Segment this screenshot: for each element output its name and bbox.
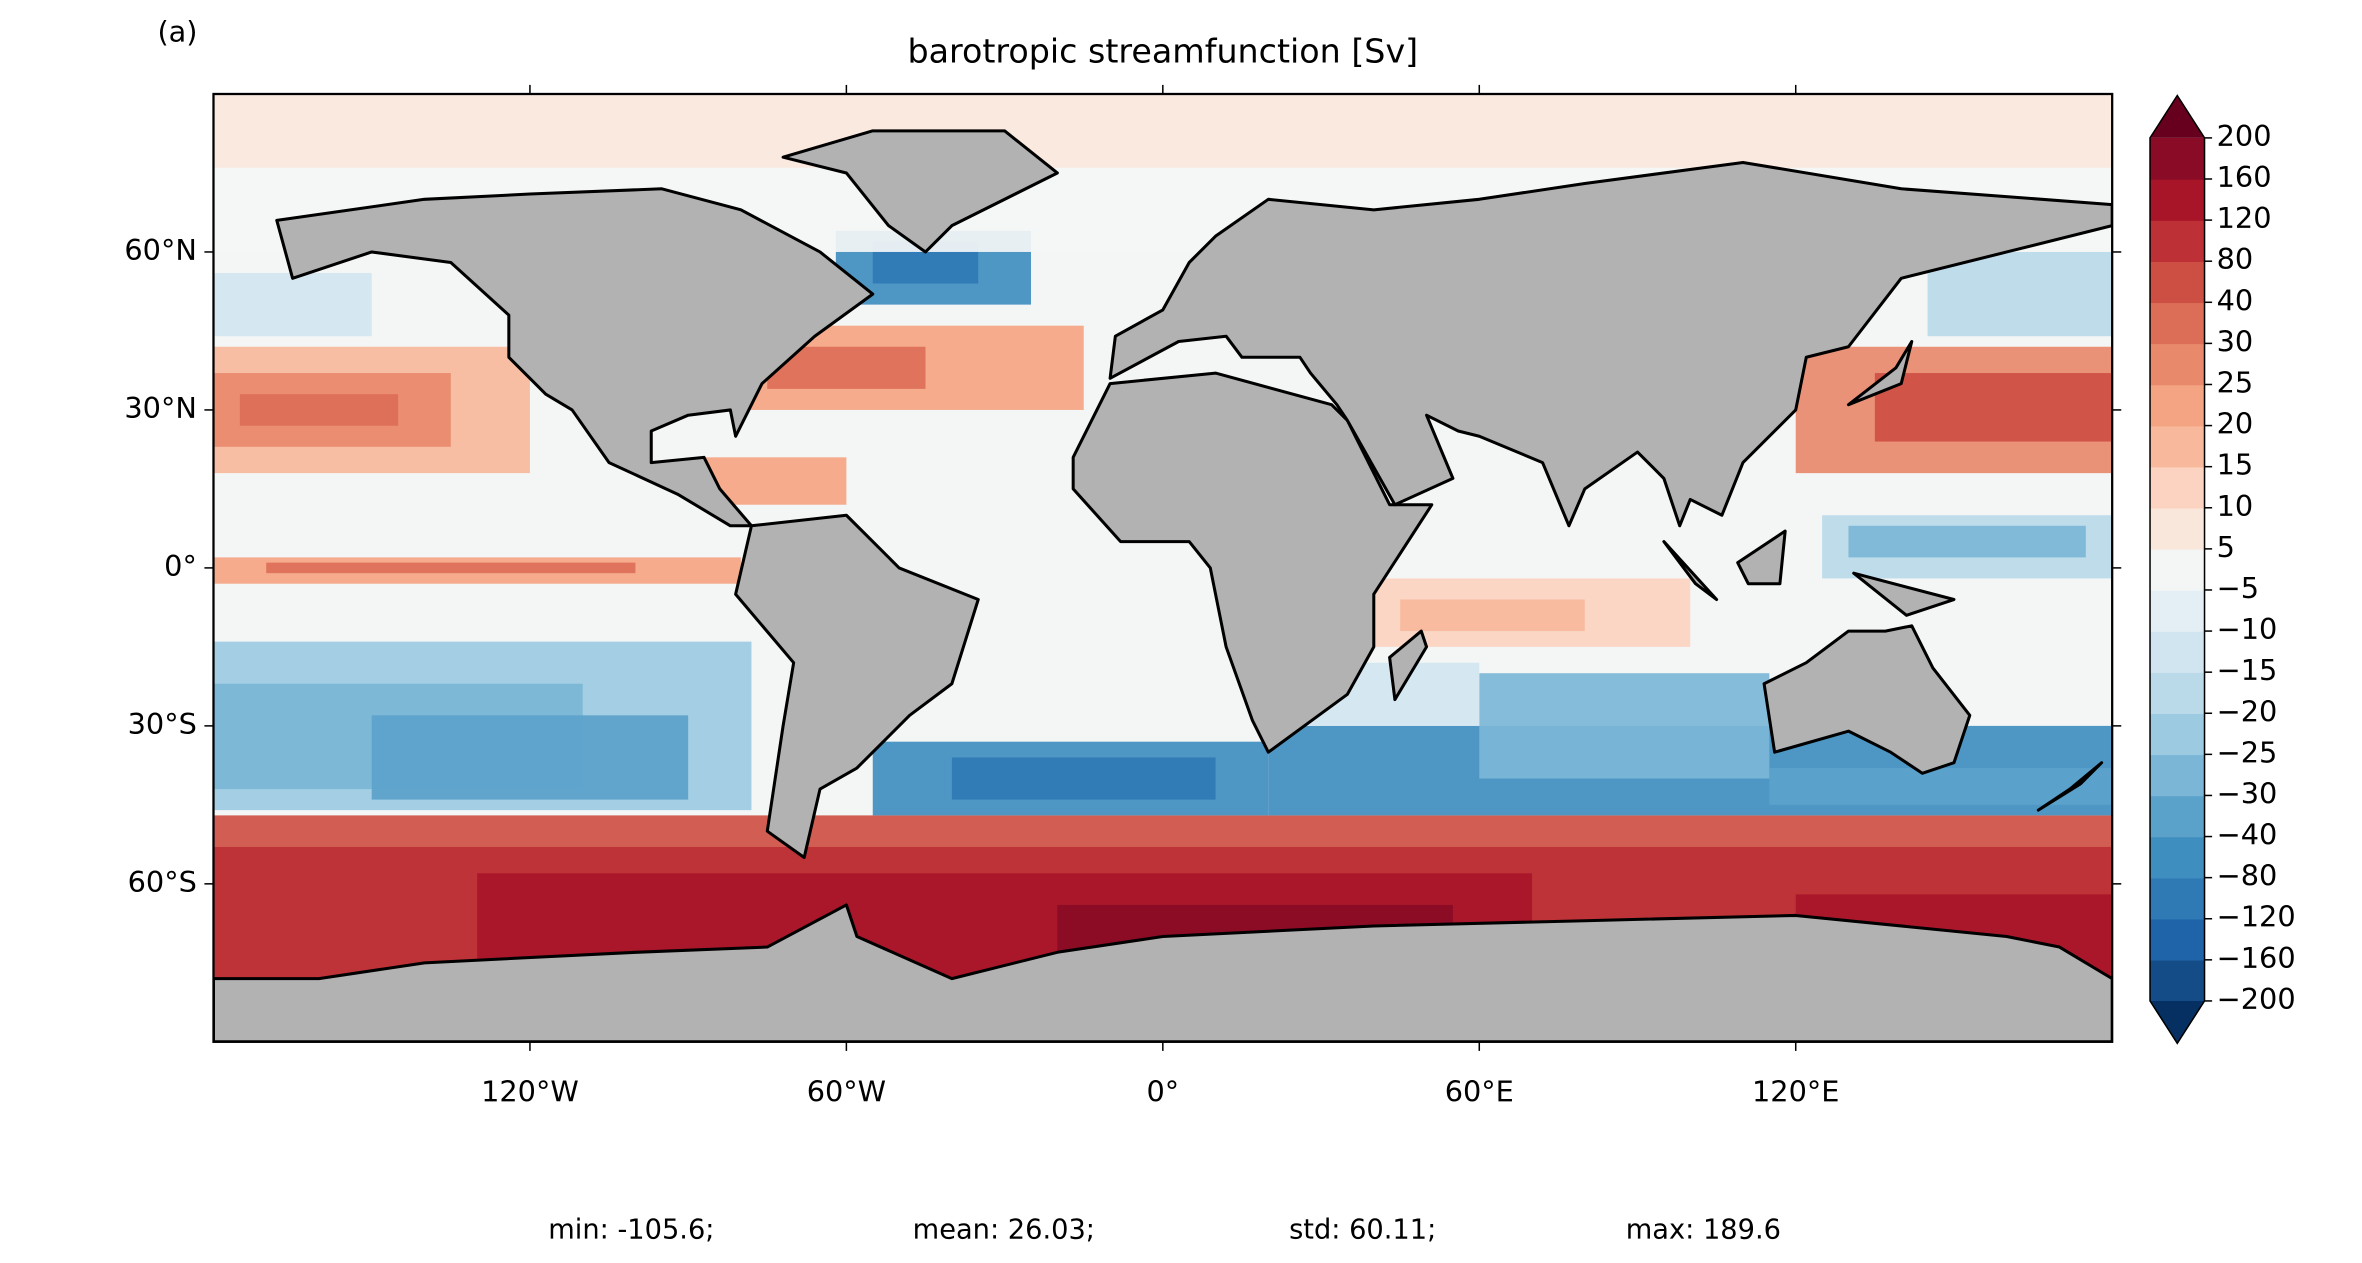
field-patch (371, 715, 689, 800)
colorbar-tick-label: −160 (2217, 941, 2296, 975)
colorbar-tick-label: 10 (2217, 489, 2254, 523)
colorbar-segment (2150, 672, 2205, 715)
panel-label: (a) (157, 14, 197, 48)
y-tick-label: 60°N (124, 233, 196, 267)
colorbar-tick-label: −30 (2217, 776, 2278, 810)
colorbar-segment (2150, 466, 2205, 509)
colorbar-segment (2150, 507, 2205, 550)
land (734, 513, 980, 860)
colorbar-tick-label: 40 (2217, 283, 2254, 317)
field-patch (1400, 599, 1585, 632)
land (213, 903, 2113, 1042)
colorbar-segment (2150, 261, 2205, 304)
y-tick-label: 60°S (128, 865, 197, 899)
colorbar-segment (2150, 302, 2205, 345)
colorbar-segment (2150, 137, 2205, 180)
colorbar-tick-label: −40 (2217, 818, 2278, 852)
land (1762, 624, 1972, 775)
colorbar-tick-label: 200 (2217, 119, 2272, 153)
land (1662, 540, 1719, 602)
colorbar-tick-label: −80 (2217, 859, 2278, 893)
land (1852, 571, 1956, 617)
stats: min: -105.6; mean: 26.03; std: 60.11; max: … (548, 1215, 1781, 1246)
field-patch (1874, 373, 2113, 442)
colorbar-segment (2150, 918, 2205, 961)
y-tick-label: 0° (164, 549, 197, 583)
colorbar-tick-label: 30 (2217, 324, 2254, 358)
colorbar-tick-label: 20 (2217, 407, 2254, 441)
colorbar-segment (2150, 384, 2205, 427)
stat: std: 60.11; (1289, 1215, 1436, 1246)
field-patch (266, 562, 636, 574)
colorbar-under (2150, 1000, 2205, 1044)
land (1071, 371, 1434, 754)
chart-title: barotropic streamfunction [Sv] (908, 32, 1419, 71)
colorbar-segment (2150, 631, 2205, 673)
colorbar-tick-label: 25 (2217, 365, 2254, 399)
land (1388, 629, 1429, 702)
colorbar-segment (2150, 178, 2205, 221)
colorbar-tick-label: −20 (2217, 694, 2278, 728)
land (1846, 339, 1914, 407)
field-patch (239, 394, 399, 426)
colorbar-over (2150, 95, 2205, 138)
land (275, 187, 875, 528)
colorbar-tick-label: 120 (2217, 201, 2272, 235)
colorbar-segment (2150, 877, 2205, 920)
colorbar-segment (2150, 754, 2205, 797)
colorbar-segment (2150, 425, 2205, 468)
colorbar-tick-label: −120 (2217, 900, 2296, 934)
colorbar-tick-label: −15 (2217, 653, 2278, 687)
colorbar-segment (2150, 548, 2205, 591)
map-field (213, 93, 2113, 1042)
field-patch (951, 757, 1216, 800)
colorbar-tick-label: −5 (2217, 571, 2259, 605)
field-patch (1479, 673, 1770, 779)
land (781, 129, 1059, 254)
x-tick-label: 120°E (1752, 1074, 1839, 1108)
y-tick-label: 30°S (128, 707, 197, 741)
land (1108, 160, 2113, 528)
colorbar-tick-label: 15 (2217, 448, 2254, 482)
land (2036, 761, 2104, 812)
field-patch (1848, 525, 2086, 558)
colorbar-tick-label: 80 (2217, 242, 2254, 276)
field-patch (1927, 251, 2113, 337)
stat: min: -105.6; (548, 1215, 714, 1246)
y-tick-label: 30°N (124, 391, 196, 425)
colorbar-tick-label: 160 (2217, 160, 2272, 194)
land (1736, 529, 1787, 586)
colorbar-tick-label: −200 (2217, 982, 2296, 1016)
colorbar-segment (2150, 589, 2205, 632)
colorbar-tick-label: −10 (2217, 612, 2278, 646)
x-tick-label: 60°E (1445, 1074, 1514, 1108)
field-patch (213, 93, 2113, 168)
x-tick-label: 120°W (481, 1074, 579, 1108)
colorbar-segment (2150, 713, 2205, 756)
stat: max: 189.6 (1626, 1215, 1781, 1246)
field-patch (213, 273, 372, 337)
colorbar-segment (2150, 836, 2205, 879)
colorbar-segment (2150, 795, 2205, 838)
colorbar-segment (2150, 959, 2205, 1002)
colorbar-segment (2150, 220, 2205, 262)
x-tick-label: 60°W (807, 1074, 886, 1108)
stat: mean: 26.03; (913, 1215, 1095, 1246)
colorbar-tick-label: 5 (2217, 530, 2235, 564)
colorbar-segment (2150, 343, 2205, 386)
field-patch (1769, 768, 2113, 805)
x-tick-label: 0° (1146, 1074, 1179, 1108)
colorbar-tick-label: −25 (2217, 735, 2278, 769)
